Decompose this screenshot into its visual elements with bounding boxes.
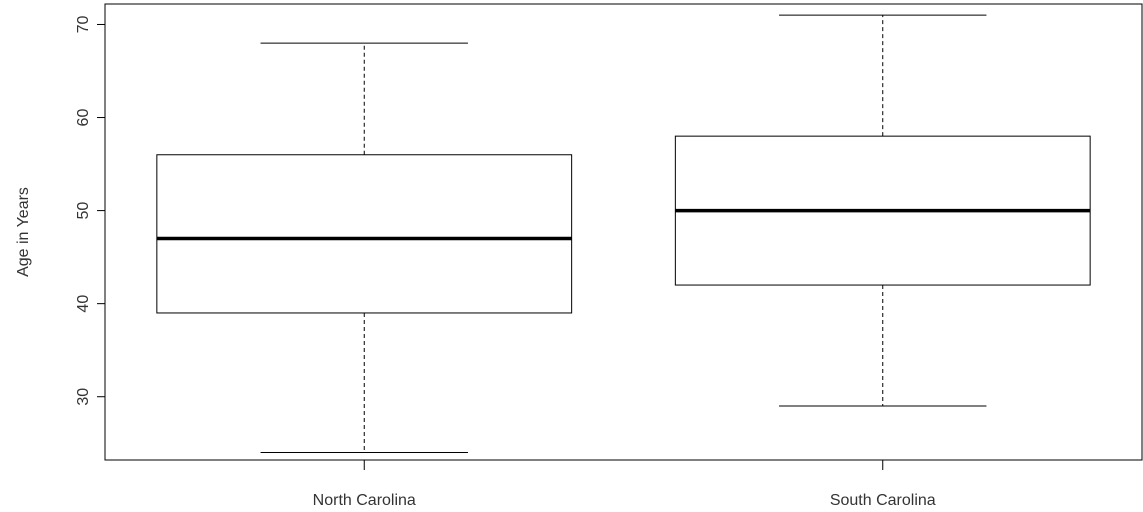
y-tick-label: 70: [75, 15, 92, 33]
y-tick-label: 50: [75, 202, 92, 220]
x-axis: North Carolina South Carolina: [313, 460, 936, 509]
plot-frame: [104, 3, 1143, 461]
iqr-box: [156, 154, 573, 314]
x-tick-label: North Carolina: [313, 492, 416, 509]
y-tick-label: 30: [75, 388, 92, 406]
x-tick-label: South Carolina: [830, 492, 936, 509]
y-axis: 30 40 50 60 70: [75, 15, 105, 406]
boxes-layer: [156, 14, 1091, 454]
y-tick-label: 40: [75, 295, 92, 313]
y-axis-title: Age in Years: [15, 187, 32, 277]
box-group: [674, 14, 1091, 407]
y-tick-label: 60: [75, 109, 92, 127]
box-group: [156, 42, 573, 454]
